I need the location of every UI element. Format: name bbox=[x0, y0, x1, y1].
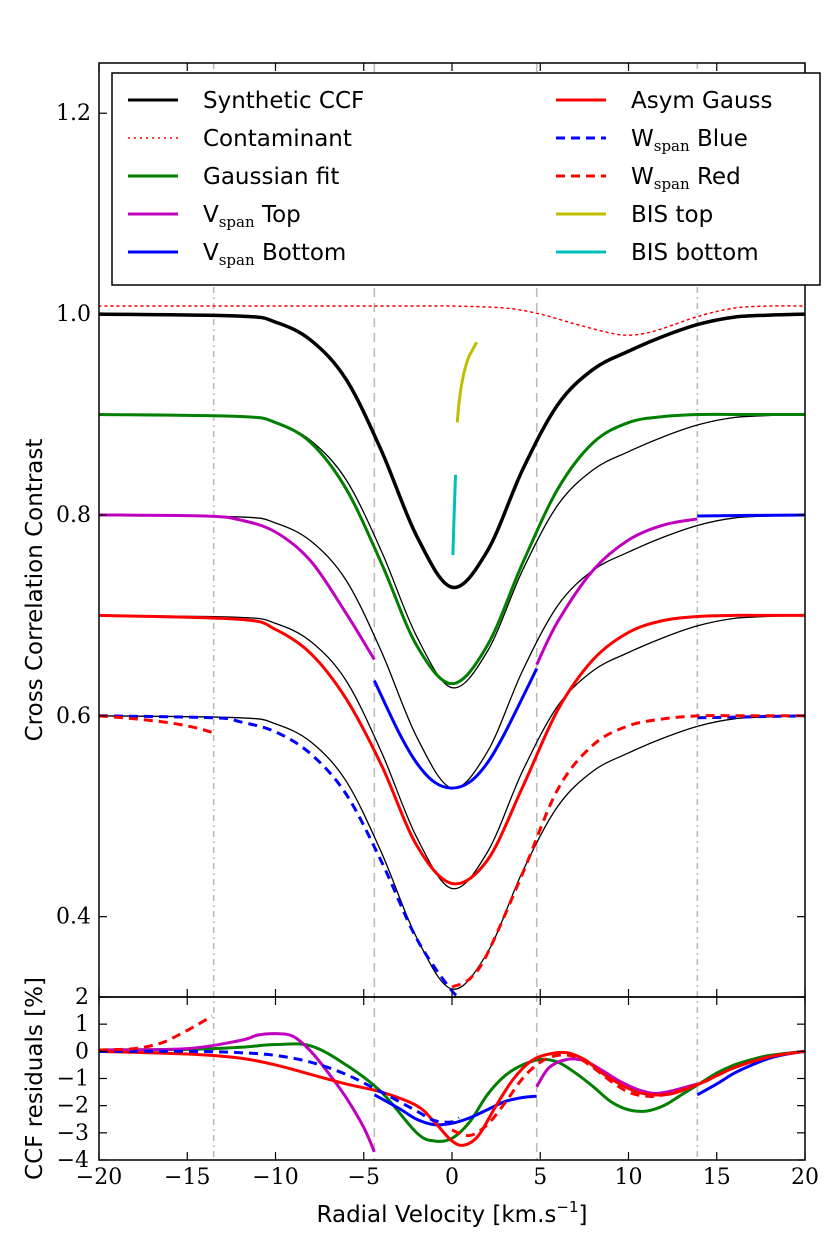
x-axis-label-superscript: −1 bbox=[556, 1198, 578, 1216]
legend-label-subscript: span bbox=[219, 213, 255, 231]
x-axis-label-main: Radial Velocity [km.s bbox=[317, 1202, 557, 1228]
bottom-xtick-label: −10 bbox=[252, 1165, 298, 1190]
top-series-vspan-bottom bbox=[372, 667, 539, 790]
legend-label-main: Contaminant bbox=[203, 126, 352, 152]
legend-label-subscript: span bbox=[654, 175, 690, 193]
bottom-xtick-label: 0 bbox=[445, 1165, 459, 1190]
bottom-series-vspan-top-residual bbox=[99, 1032, 376, 1153]
bottom-ytick-label: −1 bbox=[57, 1067, 89, 1092]
legend-label-gaussian-fit: Gaussian fit bbox=[203, 164, 339, 190]
bottom-xtick-label: 10 bbox=[615, 1165, 643, 1190]
top-series-bis-bottom bbox=[451, 474, 458, 556]
bottom-ytick-label: 2 bbox=[75, 985, 89, 1010]
legend-label-main: Gaussian fit bbox=[203, 164, 339, 190]
top-series-gaussian-fit bbox=[99, 412, 805, 686]
legend-label-v-bottom: Vspan Bottom bbox=[203, 240, 346, 269]
bottom-series-vspan-bottom-residual bbox=[373, 1093, 537, 1127]
bottom-xtick-label: 20 bbox=[791, 1165, 819, 1190]
legend-label-main: Synthetic CCF bbox=[203, 88, 364, 114]
legend-label-rest: Red bbox=[690, 164, 741, 190]
top-ytick-label: 1.0 bbox=[56, 302, 91, 327]
bottom-series-vspan-bottom-residual-right bbox=[696, 1049, 805, 1097]
top-ytick-label: 0.4 bbox=[56, 905, 91, 930]
legend-label-main: V bbox=[203, 202, 219, 228]
legend-label-w-red: Wspan Red bbox=[631, 164, 741, 193]
top-y-axis-label: Cross Correlation Contrast bbox=[22, 439, 48, 742]
bottom-series-wspan-red-residual-left bbox=[99, 1014, 213, 1052]
top-series-wspan-blue bbox=[99, 714, 461, 997]
legend-label-asym-gauss: Asym Gauss bbox=[631, 88, 773, 114]
legend-box bbox=[111, 72, 821, 286]
top-series-wspan-red bbox=[451, 714, 805, 989]
bottom-xtick-label: −20 bbox=[76, 1165, 122, 1190]
bottom-y-axis-label: CCF residuals [%] bbox=[22, 977, 48, 1180]
legend-label-bis-bottom: BIS bottom bbox=[631, 240, 759, 266]
bottom-ytick-label: 1 bbox=[75, 1012, 89, 1037]
bottom-xtick-label: 15 bbox=[703, 1165, 731, 1190]
bottom-ytick-label: −3 bbox=[57, 1121, 89, 1146]
top-ytick-label: 0.8 bbox=[56, 503, 91, 528]
top-series-group bbox=[99, 305, 805, 997]
bottom-series-wspan-red-residual-right bbox=[451, 1049, 805, 1138]
top-series-synthetic-ccf bbox=[99, 312, 805, 590]
bottom-xtick-label: −15 bbox=[164, 1165, 210, 1190]
top-series-asym-gauss bbox=[99, 613, 805, 886]
legend-label-main: W bbox=[631, 164, 654, 190]
legend-label-rest: Bottom bbox=[255, 240, 347, 266]
top-series-vspan-top-left bbox=[99, 513, 376, 661]
top-panel: 0.4 0.6 0.8 1.0 1.2 Cross Correlation Contra… bbox=[22, 62, 821, 1160]
top-series-synthetic-ccf-offset-0-8 bbox=[99, 514, 805, 789]
bottom-xtick-label: 5 bbox=[533, 1165, 547, 1190]
top-series-vspan-top-right bbox=[535, 517, 698, 666]
legend-label-w-blue: Wspan Blue bbox=[631, 126, 748, 155]
bottom-ytick-label: −4 bbox=[57, 1148, 89, 1173]
top-ytick-label: 1.2 bbox=[56, 101, 91, 126]
legend: Synthetic CCF Contaminant Gaussian fit Vspa… bbox=[111, 72, 821, 286]
legend-label-bis-top: BIS top bbox=[631, 202, 713, 228]
legend-label-main: Asym Gauss bbox=[631, 88, 773, 114]
legend-label-main: V bbox=[203, 240, 219, 266]
legend-label-main: W bbox=[631, 126, 654, 152]
legend-label-subscript: span bbox=[654, 137, 690, 155]
legend-label-main: BIS top bbox=[631, 202, 713, 228]
bottom-ytick-label: −2 bbox=[57, 1094, 89, 1119]
top-series-synthetic-ccf-offset-0-7 bbox=[99, 614, 805, 890]
top-series-synthetic-ccf-offset-0-6 bbox=[99, 715, 805, 990]
legend-label-contaminant: Contaminant bbox=[203, 126, 352, 152]
bottom-xtick-label: −5 bbox=[348, 1165, 380, 1190]
x-axis-label: Radial Velocity [km.s−1] bbox=[317, 1198, 588, 1228]
bottom-ytick-label: 0 bbox=[75, 1039, 89, 1064]
legend-label-rest: Blue bbox=[690, 126, 748, 152]
legend-label-subscript: span bbox=[219, 251, 255, 269]
top-series-contaminant bbox=[99, 305, 805, 336]
top-series-bis-top bbox=[455, 341, 479, 423]
legend-label-rest: Top bbox=[255, 202, 301, 228]
bottom-series-group bbox=[99, 1014, 805, 1153]
x-axis-label-end: ] bbox=[579, 1202, 588, 1228]
legend-label-synthetic-ccf: Synthetic CCF bbox=[203, 88, 364, 114]
top-series-vspan-bottom-flat-right bbox=[697, 513, 805, 518]
top-y-ticks: 0.4 0.6 0.8 1.0 1.2 bbox=[56, 63, 806, 997]
legend-label-main: BIS bottom bbox=[631, 240, 759, 266]
legend-label-v-top: Vspan Top bbox=[203, 202, 301, 231]
top-ytick-label: 0.6 bbox=[56, 704, 91, 729]
bottom-series-vspan-top-residual-right bbox=[535, 1057, 698, 1095]
